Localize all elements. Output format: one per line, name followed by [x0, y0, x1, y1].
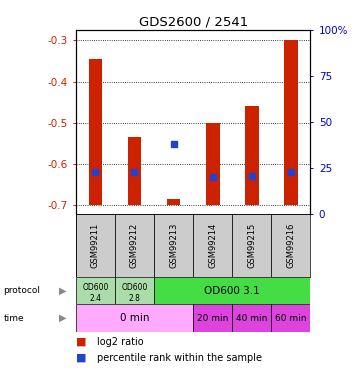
Text: ■: ■: [76, 337, 86, 347]
Text: ▶: ▶: [60, 313, 67, 323]
FancyBboxPatch shape: [154, 214, 193, 277]
FancyBboxPatch shape: [271, 304, 310, 332]
Bar: [167, 199, 180, 206]
Text: OD600: OD600: [121, 283, 148, 292]
Text: GSM99214: GSM99214: [208, 223, 217, 268]
Text: OD600 3.1: OD600 3.1: [204, 286, 260, 296]
FancyBboxPatch shape: [76, 304, 193, 332]
Text: 60 min: 60 min: [275, 314, 306, 322]
FancyBboxPatch shape: [76, 277, 115, 304]
Text: 2.4: 2.4: [90, 294, 101, 303]
Text: GSM99216: GSM99216: [286, 222, 295, 268]
FancyBboxPatch shape: [271, 214, 310, 277]
Bar: [88, 59, 102, 206]
Text: ■: ■: [76, 352, 86, 363]
Text: GSM99211: GSM99211: [91, 223, 100, 268]
Text: OD600: OD600: [82, 283, 109, 292]
Text: 40 min: 40 min: [236, 314, 268, 322]
Text: 0 min: 0 min: [120, 313, 149, 323]
Text: GSM99213: GSM99213: [169, 222, 178, 268]
Bar: [128, 137, 141, 206]
Text: 20 min: 20 min: [197, 314, 229, 322]
FancyBboxPatch shape: [232, 304, 271, 332]
Bar: [284, 40, 298, 206]
Bar: [206, 123, 219, 206]
FancyBboxPatch shape: [193, 214, 232, 277]
Bar: [245, 106, 258, 206]
FancyBboxPatch shape: [115, 277, 154, 304]
Text: ▶: ▶: [60, 286, 67, 296]
Text: GSM99215: GSM99215: [247, 223, 256, 268]
FancyBboxPatch shape: [193, 304, 232, 332]
Text: protocol: protocol: [4, 286, 40, 295]
Text: GSM99212: GSM99212: [130, 223, 139, 268]
Text: log2 ratio: log2 ratio: [97, 337, 144, 347]
Title: GDS2600 / 2541: GDS2600 / 2541: [139, 16, 248, 29]
FancyBboxPatch shape: [115, 214, 154, 277]
Text: 2.8: 2.8: [129, 294, 140, 303]
Text: time: time: [4, 314, 24, 322]
FancyBboxPatch shape: [154, 277, 310, 304]
Text: percentile rank within the sample: percentile rank within the sample: [97, 352, 262, 363]
FancyBboxPatch shape: [232, 214, 271, 277]
FancyBboxPatch shape: [76, 214, 115, 277]
